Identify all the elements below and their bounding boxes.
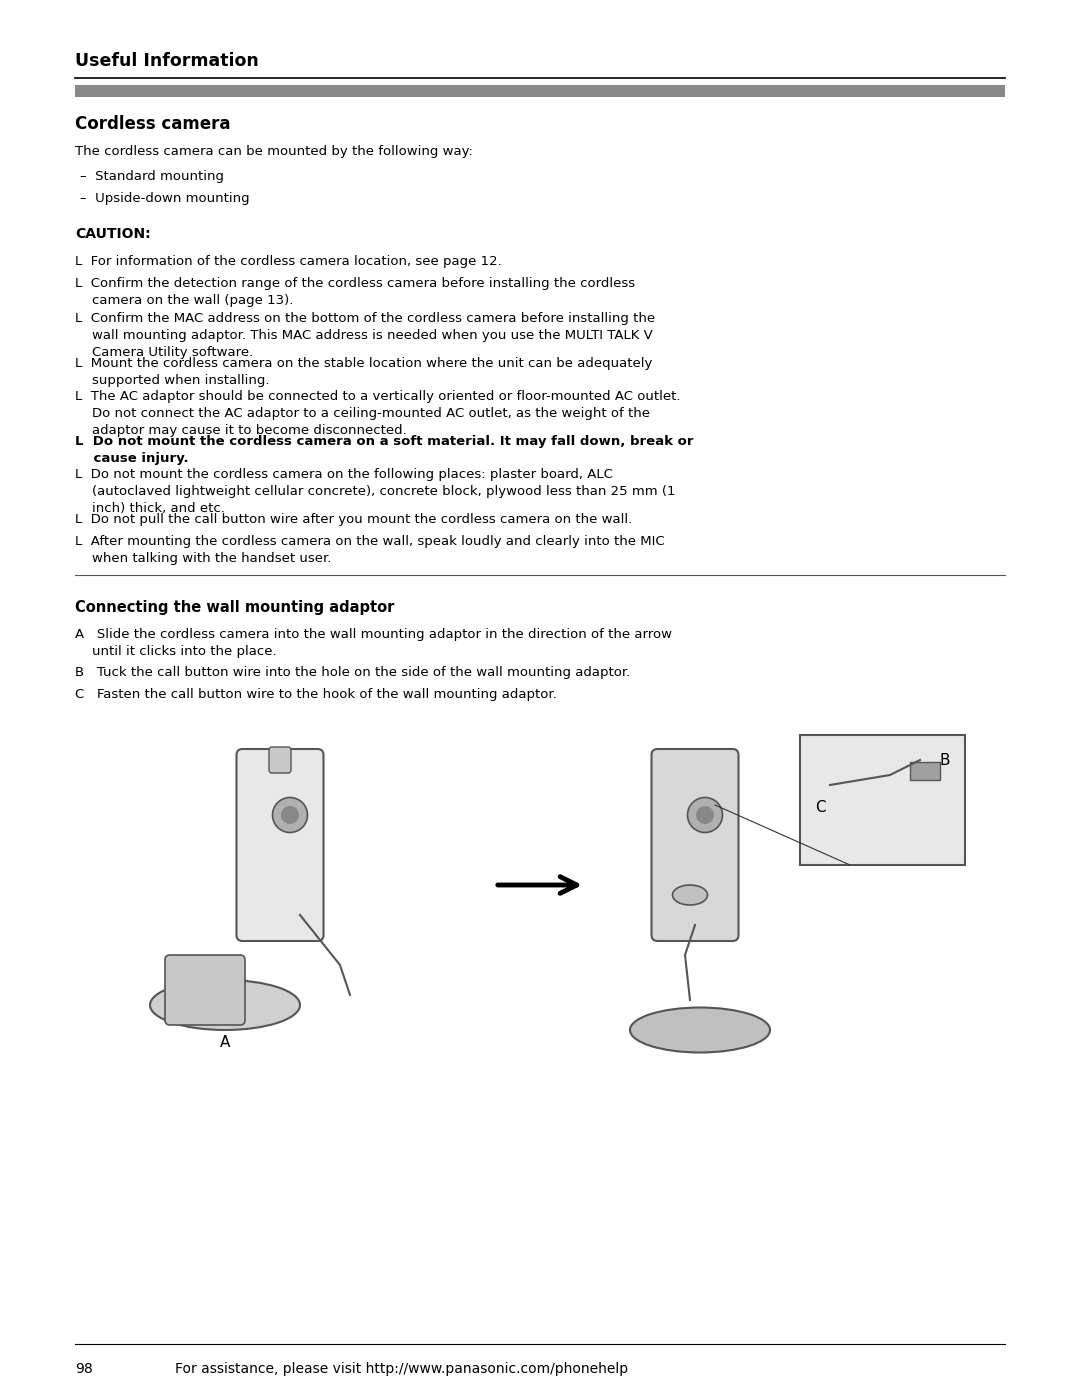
- Text: Useful Information: Useful Information: [75, 52, 259, 70]
- Text: –  Standard mounting: – Standard mounting: [80, 170, 224, 183]
- FancyBboxPatch shape: [269, 747, 291, 773]
- FancyBboxPatch shape: [237, 749, 324, 942]
- Ellipse shape: [272, 798, 308, 833]
- Ellipse shape: [673, 886, 707, 905]
- Text: L  Do not mount the cordless camera on a soft material. It may fall down, break : L Do not mount the cordless camera on a …: [75, 434, 693, 465]
- Text: The cordless camera can be mounted by the following way:: The cordless camera can be mounted by th…: [75, 145, 473, 158]
- Text: L  After mounting the cordless camera on the wall, speak loudly and clearly into: L After mounting the cordless camera on …: [75, 535, 664, 564]
- FancyBboxPatch shape: [651, 749, 739, 942]
- Text: CAUTION:: CAUTION:: [75, 226, 150, 242]
- Ellipse shape: [696, 806, 714, 824]
- Ellipse shape: [688, 798, 723, 833]
- Text: L  Mount the cordless camera on the stable location where the unit can be adequa: L Mount the cordless camera on the stabl…: [75, 358, 652, 387]
- Bar: [800, 735, 966, 865]
- Text: Cordless camera: Cordless camera: [75, 115, 230, 133]
- Text: –  Upside-down mounting: – Upside-down mounting: [80, 191, 249, 205]
- Bar: [75, 85, 1005, 96]
- Text: 98: 98: [75, 1362, 93, 1376]
- Text: L  Do not pull the call button wire after you mount the cordless camera on the w: L Do not pull the call button wire after…: [75, 513, 632, 527]
- Text: A   Slide the cordless camera into the wall mounting adaptor in the direction of: A Slide the cordless camera into the wal…: [75, 629, 672, 658]
- Text: A: A: [220, 1035, 230, 1051]
- Bar: [910, 761, 940, 780]
- Text: L  Confirm the MAC address on the bottom of the cordless camera before installin: L Confirm the MAC address on the bottom …: [75, 312, 656, 359]
- Ellipse shape: [630, 1007, 770, 1052]
- Text: C   Fasten the call button wire to the hook of the wall mounting adaptor.: C Fasten the call button wire to the hoo…: [75, 687, 557, 701]
- FancyBboxPatch shape: [165, 956, 245, 1025]
- Text: C: C: [815, 800, 825, 814]
- Text: B   Tuck the call button wire into the hole on the side of the wall mounting ada: B Tuck the call button wire into the hol…: [75, 666, 631, 679]
- Text: L  The AC adaptor should be connected to a vertically oriented or floor-mounted : L The AC adaptor should be connected to …: [75, 390, 680, 437]
- Ellipse shape: [281, 806, 299, 824]
- Text: L  Confirm the detection range of the cordless camera before installing the cord: L Confirm the detection range of the cor…: [75, 277, 635, 307]
- Text: L  For information of the cordless camera location, see page 12.: L For information of the cordless camera…: [75, 256, 502, 268]
- Text: L  Do not mount the cordless camera on the following places: plaster board, ALC
: L Do not mount the cordless camera on th…: [75, 468, 675, 515]
- Ellipse shape: [150, 981, 300, 1030]
- Text: For assistance, please visit http://www.panasonic.com/phonehelp: For assistance, please visit http://www.…: [175, 1362, 629, 1376]
- Text: Connecting the wall mounting adaptor: Connecting the wall mounting adaptor: [75, 599, 394, 615]
- Text: B: B: [940, 753, 950, 768]
